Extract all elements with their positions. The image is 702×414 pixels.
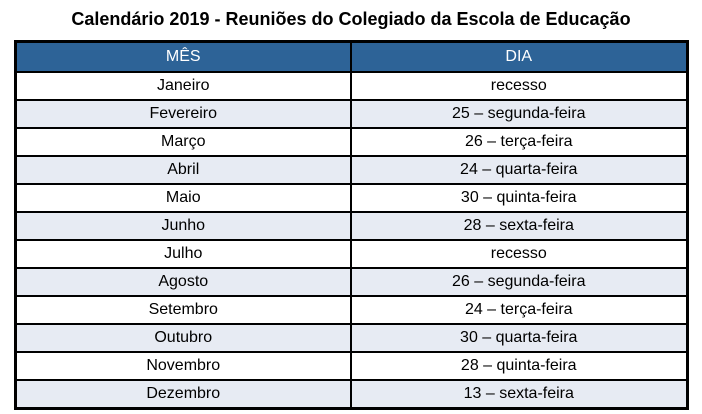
table-row: Outubro 30 – quarta-feira	[14, 323, 688, 353]
table-cell-day: 24 – quarta-feira	[350, 155, 688, 185]
table-body: Janeiro recesso Fevereiro 25 – segunda-f…	[14, 71, 688, 410]
table-row: Agosto 26 – segunda-feira	[14, 267, 688, 297]
table-cell-day: 13 – sexta-feira	[350, 379, 688, 410]
table-row: Maio 30 – quinta-feira	[14, 183, 688, 213]
table-header: MÊS DIA	[14, 40, 688, 73]
table-cell-day: recesso	[350, 71, 688, 101]
table-row: Janeiro recesso	[14, 71, 688, 101]
table-cell-month: Novembro	[14, 351, 352, 381]
column-header-day: DIA	[350, 40, 688, 73]
table-row: Abril 24 – quarta-feira	[14, 155, 688, 185]
table-cell-day: 25 – segunda-feira	[350, 99, 688, 129]
page-title: Calendário 2019 - Reuniões do Colegiado …	[71, 9, 631, 29]
table-cell-month: Março	[14, 127, 352, 157]
table-cell-month: Agosto	[14, 267, 352, 297]
table-row: Junho 28 – sexta-feira	[14, 211, 688, 241]
table-header-row: MÊS DIA	[14, 40, 688, 73]
table-cell-day: 30 – quinta-feira	[350, 183, 688, 213]
calendar-table: MÊS DIA Janeiro recesso Fevereiro 25 – s…	[13, 40, 689, 410]
table-row: Dezembro 13 – sexta-feira	[14, 379, 688, 410]
table-cell-day: 26 – terça-feira	[350, 127, 688, 157]
table-cell-month: Janeiro	[14, 71, 352, 101]
table-cell-month: Outubro	[14, 323, 352, 353]
table-cell-day: 24 – terça-feira	[350, 295, 688, 325]
table-cell-day: recesso	[350, 239, 688, 269]
table-cell-month: Fevereiro	[14, 99, 352, 129]
table-cell-day: 26 – segunda-feira	[350, 267, 688, 297]
table-cell-day: 28 – sexta-feira	[350, 211, 688, 241]
table-cell-month: Julho	[14, 239, 352, 269]
table-cell-month: Junho	[14, 211, 352, 241]
table-row: Setembro 24 – terça-feira	[14, 295, 688, 325]
table-cell-day: 28 – quinta-feira	[350, 351, 688, 381]
table-cell-day: 30 – quarta-feira	[350, 323, 688, 353]
table-cell-month: Dezembro	[14, 379, 352, 410]
column-header-month: MÊS	[14, 40, 352, 73]
table-row: Março 26 – terça-feira	[14, 127, 688, 157]
table-row: Fevereiro 25 – segunda-feira	[14, 99, 688, 129]
table-row: Novembro 28 – quinta-feira	[14, 351, 688, 381]
table-row: Julho recesso	[14, 239, 688, 269]
table-cell-month: Setembro	[14, 295, 352, 325]
table-cell-month: Abril	[14, 155, 352, 185]
table-cell-month: Maio	[14, 183, 352, 213]
